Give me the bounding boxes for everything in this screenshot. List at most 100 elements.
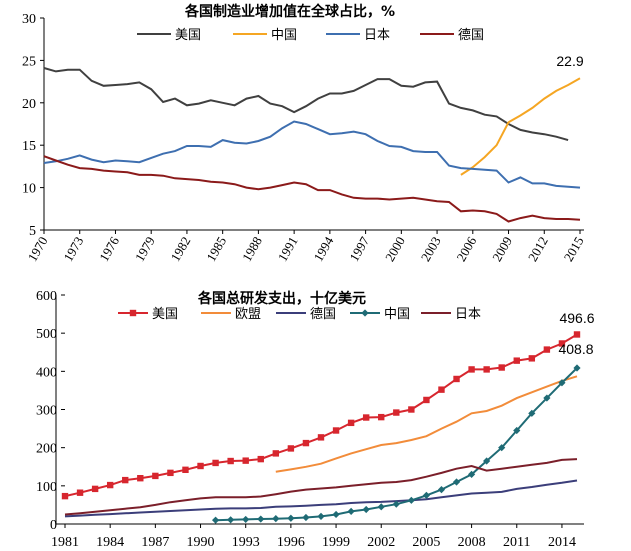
chart2-series-point bbox=[347, 419, 355, 427]
chart2-series-point bbox=[227, 516, 235, 524]
chart2-series-point bbox=[137, 475, 144, 482]
manufacturing-share-chart: 各国制造业增加值在全球占比，% 美国 中国 日本 德国 5 10 15 20 25 30 197… bbox=[22, 3, 587, 264]
chart1-series bbox=[43, 67, 581, 223]
chart2-series-point bbox=[422, 491, 431, 499]
chart1-x-tick-label: 2012 bbox=[525, 234, 551, 264]
chart2-series-point bbox=[272, 515, 280, 523]
chart1-x-ticks: 1970 1973 1976 1979 1982 1985 1988 1991 1994 1997… bbox=[25, 230, 587, 264]
chart2-series-point bbox=[558, 379, 566, 387]
chart2-series-line-4 bbox=[64, 458, 578, 516]
chart2-x-ticks: 1981 1984 1987 1990 1993 1996 1999 2002 2005 2008… bbox=[51, 524, 576, 550]
chart2-x-tick-label: 1984 bbox=[96, 535, 124, 550]
chart2-y-tick-label: 200 bbox=[36, 442, 57, 457]
chart2-china-annotation: 408.8 bbox=[558, 341, 593, 357]
chart2-series-point bbox=[332, 427, 340, 434]
chart1-y-tick-label: 20 bbox=[22, 97, 36, 112]
chart2-legend-label-1: 欧盟 bbox=[235, 307, 261, 322]
chart2-series-point bbox=[302, 513, 310, 522]
chart2-series-point bbox=[468, 366, 475, 373]
chart2-series-point bbox=[573, 364, 581, 372]
chart2-series-point bbox=[302, 439, 310, 447]
chart2-series-point bbox=[347, 507, 355, 516]
chart2-x-tick-label: 2002 bbox=[367, 535, 395, 550]
chart2-series bbox=[61, 331, 581, 524]
chart2-x-tick-label: 2014 bbox=[548, 535, 576, 550]
chart2-y-tick-label: 0 bbox=[50, 518, 57, 533]
chart1-x-tick-label: 2009 bbox=[489, 234, 515, 264]
chart2-legend-label-2: 德国 bbox=[310, 307, 336, 322]
chart2-series-point bbox=[543, 346, 551, 353]
chart2-series-point bbox=[182, 466, 189, 474]
chart2-y-tick-label: 300 bbox=[36, 404, 57, 419]
chart2-series-point bbox=[377, 503, 385, 511]
chart2-series-point bbox=[257, 455, 264, 463]
chart1-x-tick-label: 1979 bbox=[132, 234, 158, 264]
chart2-series-point bbox=[393, 409, 400, 416]
chart2-series-point bbox=[212, 459, 219, 467]
chart2-y-tick-label: 100 bbox=[36, 480, 57, 495]
chart2-series-point bbox=[543, 394, 551, 402]
chart2-series-point bbox=[483, 457, 491, 465]
chart1-legend-label-3: 德国 bbox=[458, 28, 484, 43]
chart1-x-tick-label: 1985 bbox=[203, 234, 229, 264]
chart2-x-tick-label: 2011 bbox=[503, 535, 530, 550]
chart2-series-point bbox=[513, 426, 521, 435]
chart2-series-point bbox=[122, 476, 129, 484]
chart1-y-tick-label: 10 bbox=[22, 182, 36, 197]
chart1-x-tick-label: 1997 bbox=[346, 234, 372, 264]
chart1-legend-label-0: 美国 bbox=[175, 28, 201, 43]
chart2-series-point bbox=[362, 414, 370, 421]
chart2-series-point bbox=[467, 470, 476, 478]
chart2-series-point bbox=[197, 462, 204, 470]
chart2-x-tick-label: 2008 bbox=[458, 535, 486, 550]
chart1-x-tick-label: 2006 bbox=[453, 234, 479, 264]
chart2-series-point bbox=[317, 434, 325, 441]
chart1-y-tick-label: 30 bbox=[22, 12, 36, 27]
chart2-x-tick-label: 1987 bbox=[141, 535, 169, 550]
chart2-x-tick-label: 1990 bbox=[187, 535, 215, 550]
rd-expenditure-chart: 各国总研发支出，十亿美元 美国 欧盟 德国 中国 日本 0 100 200 300 400 500… bbox=[36, 289, 595, 550]
chart2-y-tick-label: 500 bbox=[36, 327, 57, 342]
chart2-series-line-0 bbox=[64, 333, 578, 498]
chart2-series-point bbox=[287, 445, 295, 452]
chart2-series-point bbox=[227, 457, 234, 465]
chart1-y-tick-label: 15 bbox=[22, 139, 36, 154]
chart2-series-point bbox=[408, 406, 415, 413]
chart2-series-point bbox=[438, 386, 445, 393]
chart2-x-tick-label: 1993 bbox=[232, 535, 260, 550]
chart2-series-point bbox=[498, 364, 505, 371]
chart1-x-tick-label: 1976 bbox=[96, 234, 122, 264]
chart1-x-tick-label: 1973 bbox=[60, 234, 86, 264]
chart2-series-point bbox=[483, 366, 490, 373]
chart2-title: 各国总研发支出，十亿美元 bbox=[197, 290, 366, 307]
chart1-legend: 美国 中国 日本 德国 bbox=[137, 28, 484, 43]
chart1-y-tick-label: 25 bbox=[22, 54, 36, 69]
chart2-series-point bbox=[452, 478, 461, 486]
chart1-x-tick-label: 1982 bbox=[168, 234, 194, 264]
chart2-series-point bbox=[152, 472, 159, 480]
chart2-series-point bbox=[378, 413, 385, 421]
chart2-series-point bbox=[106, 481, 114, 489]
chart2-series-point bbox=[528, 409, 536, 417]
chart2-usa-annotation: 496.6 bbox=[559, 310, 594, 326]
chart2-series-point bbox=[407, 496, 415, 504]
chart2-series-point bbox=[211, 516, 220, 524]
chart2-series-point bbox=[437, 486, 446, 494]
chart2-legend-marker-3 bbox=[361, 309, 369, 317]
chart2-series-point bbox=[392, 500, 400, 508]
chart2-y-tick-label: 600 bbox=[36, 289, 57, 304]
chart2-legend-label-3: 中国 bbox=[384, 307, 410, 322]
chart2-series-point bbox=[272, 450, 280, 457]
chart1-x-tick-label: 2015 bbox=[561, 234, 587, 264]
chart2-series-point bbox=[332, 510, 340, 519]
chart2-y-ticks: 0 100 200 300 400 500 600 bbox=[36, 289, 65, 533]
chart1-legend-label-2: 日本 bbox=[364, 28, 390, 43]
chart2-series-point bbox=[167, 469, 174, 477]
chart1-y-tick-label: 5 bbox=[29, 224, 36, 239]
chart2-series-point bbox=[287, 514, 295, 522]
chart1-x-tick-label: 1991 bbox=[275, 234, 301, 264]
chart2-series-point bbox=[498, 444, 506, 452]
chart1-x-tick-label: 2000 bbox=[382, 234, 408, 264]
chart2-series-point bbox=[362, 505, 370, 514]
